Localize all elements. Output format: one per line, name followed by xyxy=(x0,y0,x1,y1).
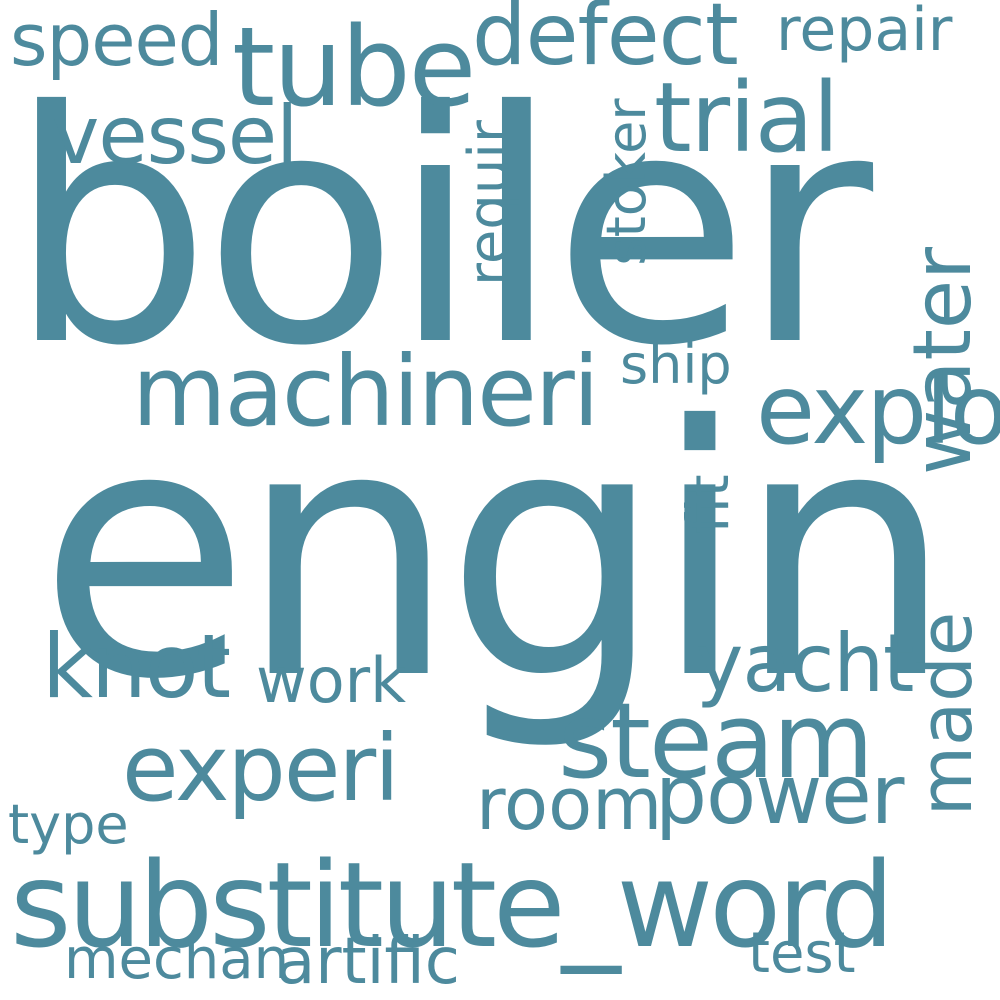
word-machineri: machineri xyxy=(132,335,600,448)
word-ship: knot xyxy=(42,615,231,718)
word-test: test xyxy=(748,921,856,986)
word-knot: work xyxy=(256,644,407,717)
word-tube: tube xyxy=(232,3,476,131)
word-mechan: mechan xyxy=(64,927,290,992)
word-work: yacht xyxy=(696,617,914,710)
word-experi: experi xyxy=(122,715,400,822)
word-repair: repair xyxy=(776,0,953,65)
word-power: power xyxy=(655,748,904,843)
word-type: type xyxy=(8,793,129,856)
word-speed: speed xyxy=(10,0,224,82)
word-vessel: vessel xyxy=(52,89,298,182)
word-engin: engin xyxy=(38,354,954,755)
word-defect: defect xyxy=(472,0,739,85)
word-room: room xyxy=(476,762,663,846)
word-substitute-word: substitute_word xyxy=(10,836,895,974)
word-yacht: made xyxy=(904,611,988,817)
word-made: ship xyxy=(620,333,732,396)
word-requir: requir xyxy=(457,120,522,286)
word-explos: fit xyxy=(674,474,742,534)
word-boiler: boiler xyxy=(8,44,873,416)
word-stoker: stoker xyxy=(595,98,658,266)
word-artific: artific xyxy=(276,925,460,999)
word-steam: steam xyxy=(558,680,874,802)
word-trial: trial xyxy=(654,62,839,174)
